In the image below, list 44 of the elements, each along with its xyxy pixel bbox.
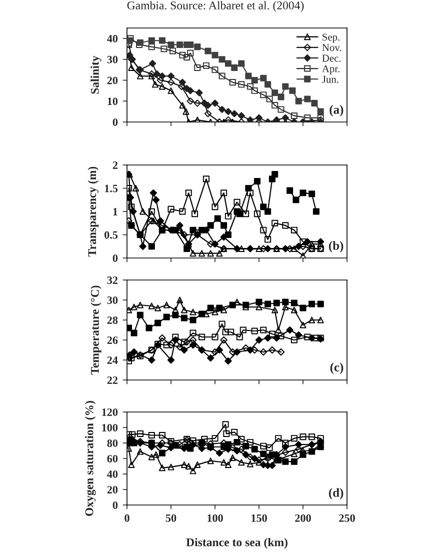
chart-title: Gambia. Source: Albaret et al. (2004) [127,1,304,12]
y-axis-title: Oxygen saturation (%) [84,400,96,516]
x-tick-label: 150 [252,514,267,522]
y-tick-label: 100 [102,424,118,432]
y-tick-label: 26 [107,336,118,344]
legend-label: Sep. [322,34,340,43]
legend-label: Jun. [322,76,338,83]
y-tick-label: 0 [112,254,118,262]
y-tick-label: 2 [112,161,118,169]
y-tick-label: 80 [107,439,118,447]
annotation: (b) [328,241,344,252]
y-tick-label: 20 [107,486,118,494]
y-tick-label: 30 [107,56,118,64]
y-tick-label: 24 [107,356,118,364]
y-axis-title: Transparency (m) [88,166,99,257]
legend-label: Nov. [322,44,342,52]
x-tick-label: 200 [295,514,311,522]
y-axis-title: Salinity [90,56,102,94]
y-tick-label: 0 [112,501,118,509]
x-tick-label: 100 [208,514,223,522]
y-tick-label: 20 [107,76,118,84]
y-tick-label: 120 [102,408,118,416]
annotation: (d) [328,488,344,500]
y-tick-label: 0.5 [104,231,118,239]
y-tick-label: 1 [113,208,118,216]
x-tick-label: 0 [124,514,130,522]
y-tick-label: 10 [108,98,118,106]
x-tick-label: 50 [166,514,176,522]
legend-label: Apr. [322,65,340,74]
x-axis-title: Distance to sea (km) [186,538,288,549]
annotation: (c) [330,362,344,374]
y-tick-label: 28 [107,316,118,324]
y-tick-label: 32 [107,276,118,284]
y-tick-label: 30 [107,296,118,304]
x-tick-label: 250 [339,514,355,522]
y-tick-label: 60 [107,454,118,462]
y-tick-label: 1.5 [104,184,118,192]
legend-label: Dec. [322,54,341,62]
y-tick-label: 0 [112,118,118,126]
y-tick-label: 22 [107,376,118,384]
y-axis-title: Temperature (°C) [90,286,102,375]
y-tick-label: 40 [107,34,118,42]
annotation: (a) [330,105,344,116]
y-tick-label: 40 [107,470,118,478]
